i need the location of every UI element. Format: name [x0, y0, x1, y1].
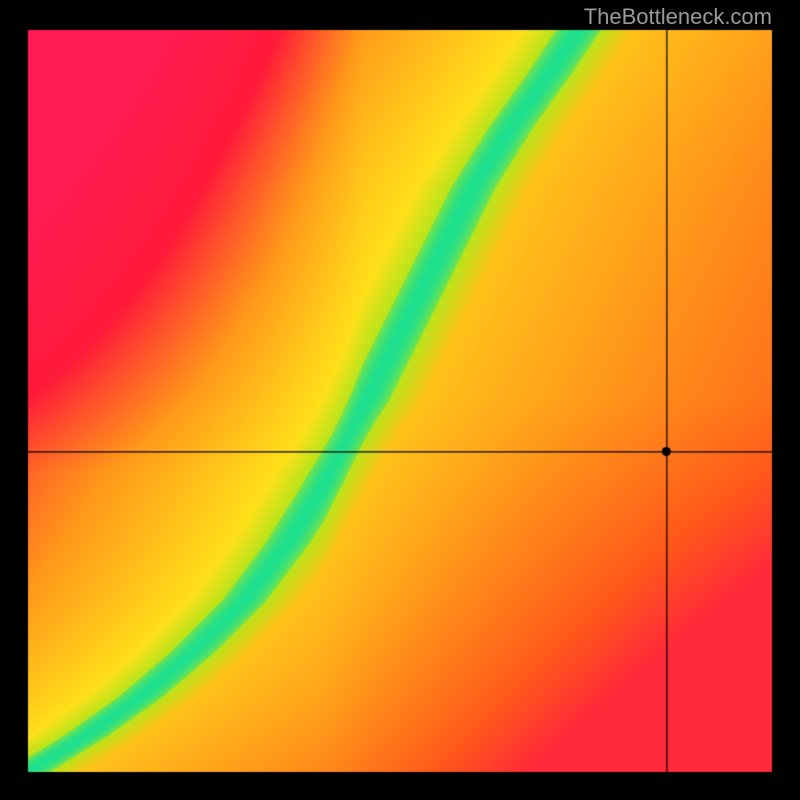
chart-container: TheBottleneck.com: [0, 0, 800, 800]
heatmap-canvas: [0, 0, 800, 800]
watermark-text: TheBottleneck.com: [584, 4, 772, 30]
